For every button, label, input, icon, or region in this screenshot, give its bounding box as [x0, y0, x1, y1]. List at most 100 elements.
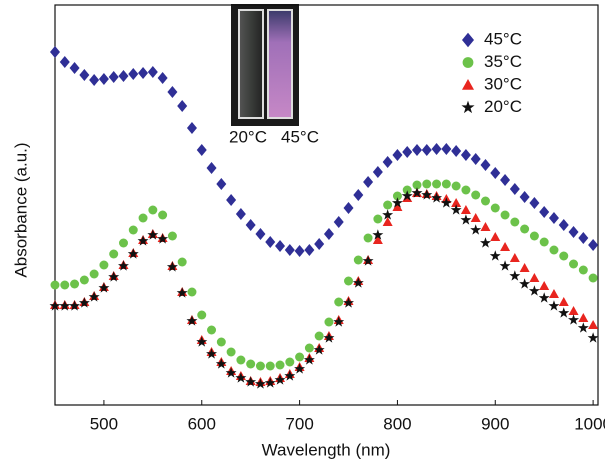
- data-point: [79, 275, 89, 285]
- data-point: [50, 46, 60, 58]
- data-point: [187, 287, 197, 297]
- data-point: [402, 146, 413, 158]
- data-point: [99, 260, 109, 270]
- data-point: [519, 263, 530, 272]
- data-point: [391, 197, 403, 208]
- data-point: [147, 66, 158, 78]
- data-point: [324, 317, 334, 327]
- data-point: [421, 189, 433, 200]
- data-point: [285, 357, 295, 367]
- data-point: [460, 205, 471, 214]
- data-point: [451, 181, 461, 191]
- data-point: [559, 251, 569, 261]
- data-point: [411, 187, 423, 198]
- data-point: [69, 62, 80, 74]
- data-point: [245, 219, 256, 231]
- data-point: [461, 185, 471, 195]
- data-point: [284, 244, 295, 256]
- data-point: [275, 240, 286, 252]
- data-point: [166, 261, 178, 272]
- data-point: [588, 320, 599, 329]
- data-point: [432, 179, 442, 189]
- data-point: [509, 183, 520, 195]
- data-point: [245, 376, 257, 387]
- data-point: [509, 253, 520, 262]
- data-point: [118, 70, 129, 82]
- data-point: [578, 313, 589, 322]
- data-point: [460, 149, 471, 161]
- data-point: [352, 277, 364, 288]
- data-point: [333, 216, 344, 228]
- data-point: [362, 255, 374, 266]
- data-point: [382, 156, 393, 168]
- data-point: [343, 202, 354, 214]
- data-point: [186, 122, 197, 134]
- data-point: [538, 292, 550, 303]
- data-point: [520, 224, 530, 234]
- data-point: [216, 337, 226, 347]
- data-point: [441, 179, 451, 189]
- data-point: [471, 190, 481, 200]
- data-point: [373, 214, 383, 224]
- data-point: [558, 219, 569, 231]
- data-point: [401, 190, 413, 201]
- data-point: [490, 203, 500, 213]
- data-point: [548, 300, 560, 311]
- data-point: [303, 354, 315, 365]
- data-point: [451, 198, 462, 207]
- data-point: [402, 185, 412, 195]
- data-point: [69, 300, 81, 311]
- data-point: [78, 297, 90, 308]
- data-point: [412, 144, 422, 156]
- data-point: [578, 265, 588, 275]
- legend-label: 30°C: [484, 74, 522, 93]
- data-point: [254, 378, 266, 389]
- data-point: [314, 331, 324, 341]
- data-point: [108, 271, 120, 282]
- data-point: [539, 206, 550, 218]
- data-point: [157, 72, 168, 84]
- data-point: [588, 273, 598, 283]
- data-point: [528, 285, 540, 296]
- data-point: [510, 217, 520, 227]
- data-point: [226, 194, 237, 206]
- data-point: [215, 358, 227, 369]
- data-point: [49, 300, 61, 311]
- data-point: [372, 235, 383, 244]
- x-tick-label: 700: [285, 414, 313, 433]
- data-point: [98, 73, 109, 85]
- data-point: [343, 297, 354, 308]
- data-point: [275, 360, 285, 370]
- data-point: [108, 71, 119, 83]
- data-point: [569, 259, 579, 269]
- data-point: [70, 279, 80, 289]
- data-point: [450, 204, 462, 215]
- data-point: [79, 69, 90, 81]
- data-point: [313, 344, 325, 355]
- data-point: [382, 209, 394, 220]
- data-point: [568, 226, 579, 238]
- data-point: [548, 289, 559, 298]
- data-point: [255, 228, 266, 240]
- data-point: [431, 192, 443, 203]
- data-point: [499, 260, 511, 271]
- data-point: [440, 197, 452, 208]
- data-point: [118, 238, 128, 248]
- data-point: [196, 144, 207, 156]
- data-point: [333, 316, 345, 327]
- inset-label: 45°C: [281, 127, 319, 146]
- data-point: [167, 86, 178, 98]
- legend-label: 35°C: [484, 52, 522, 71]
- data-point: [392, 202, 403, 211]
- data-point: [392, 191, 402, 201]
- data-point: [470, 224, 482, 235]
- data-point: [207, 325, 217, 335]
- data-point: [558, 307, 570, 318]
- data-point: [529, 231, 539, 241]
- data-point: [549, 245, 559, 255]
- data-point: [206, 162, 217, 174]
- data-point: [98, 282, 110, 293]
- x-tick-label: 1000: [574, 414, 605, 433]
- data-point: [500, 210, 510, 220]
- legend-label: 20°C: [484, 97, 522, 116]
